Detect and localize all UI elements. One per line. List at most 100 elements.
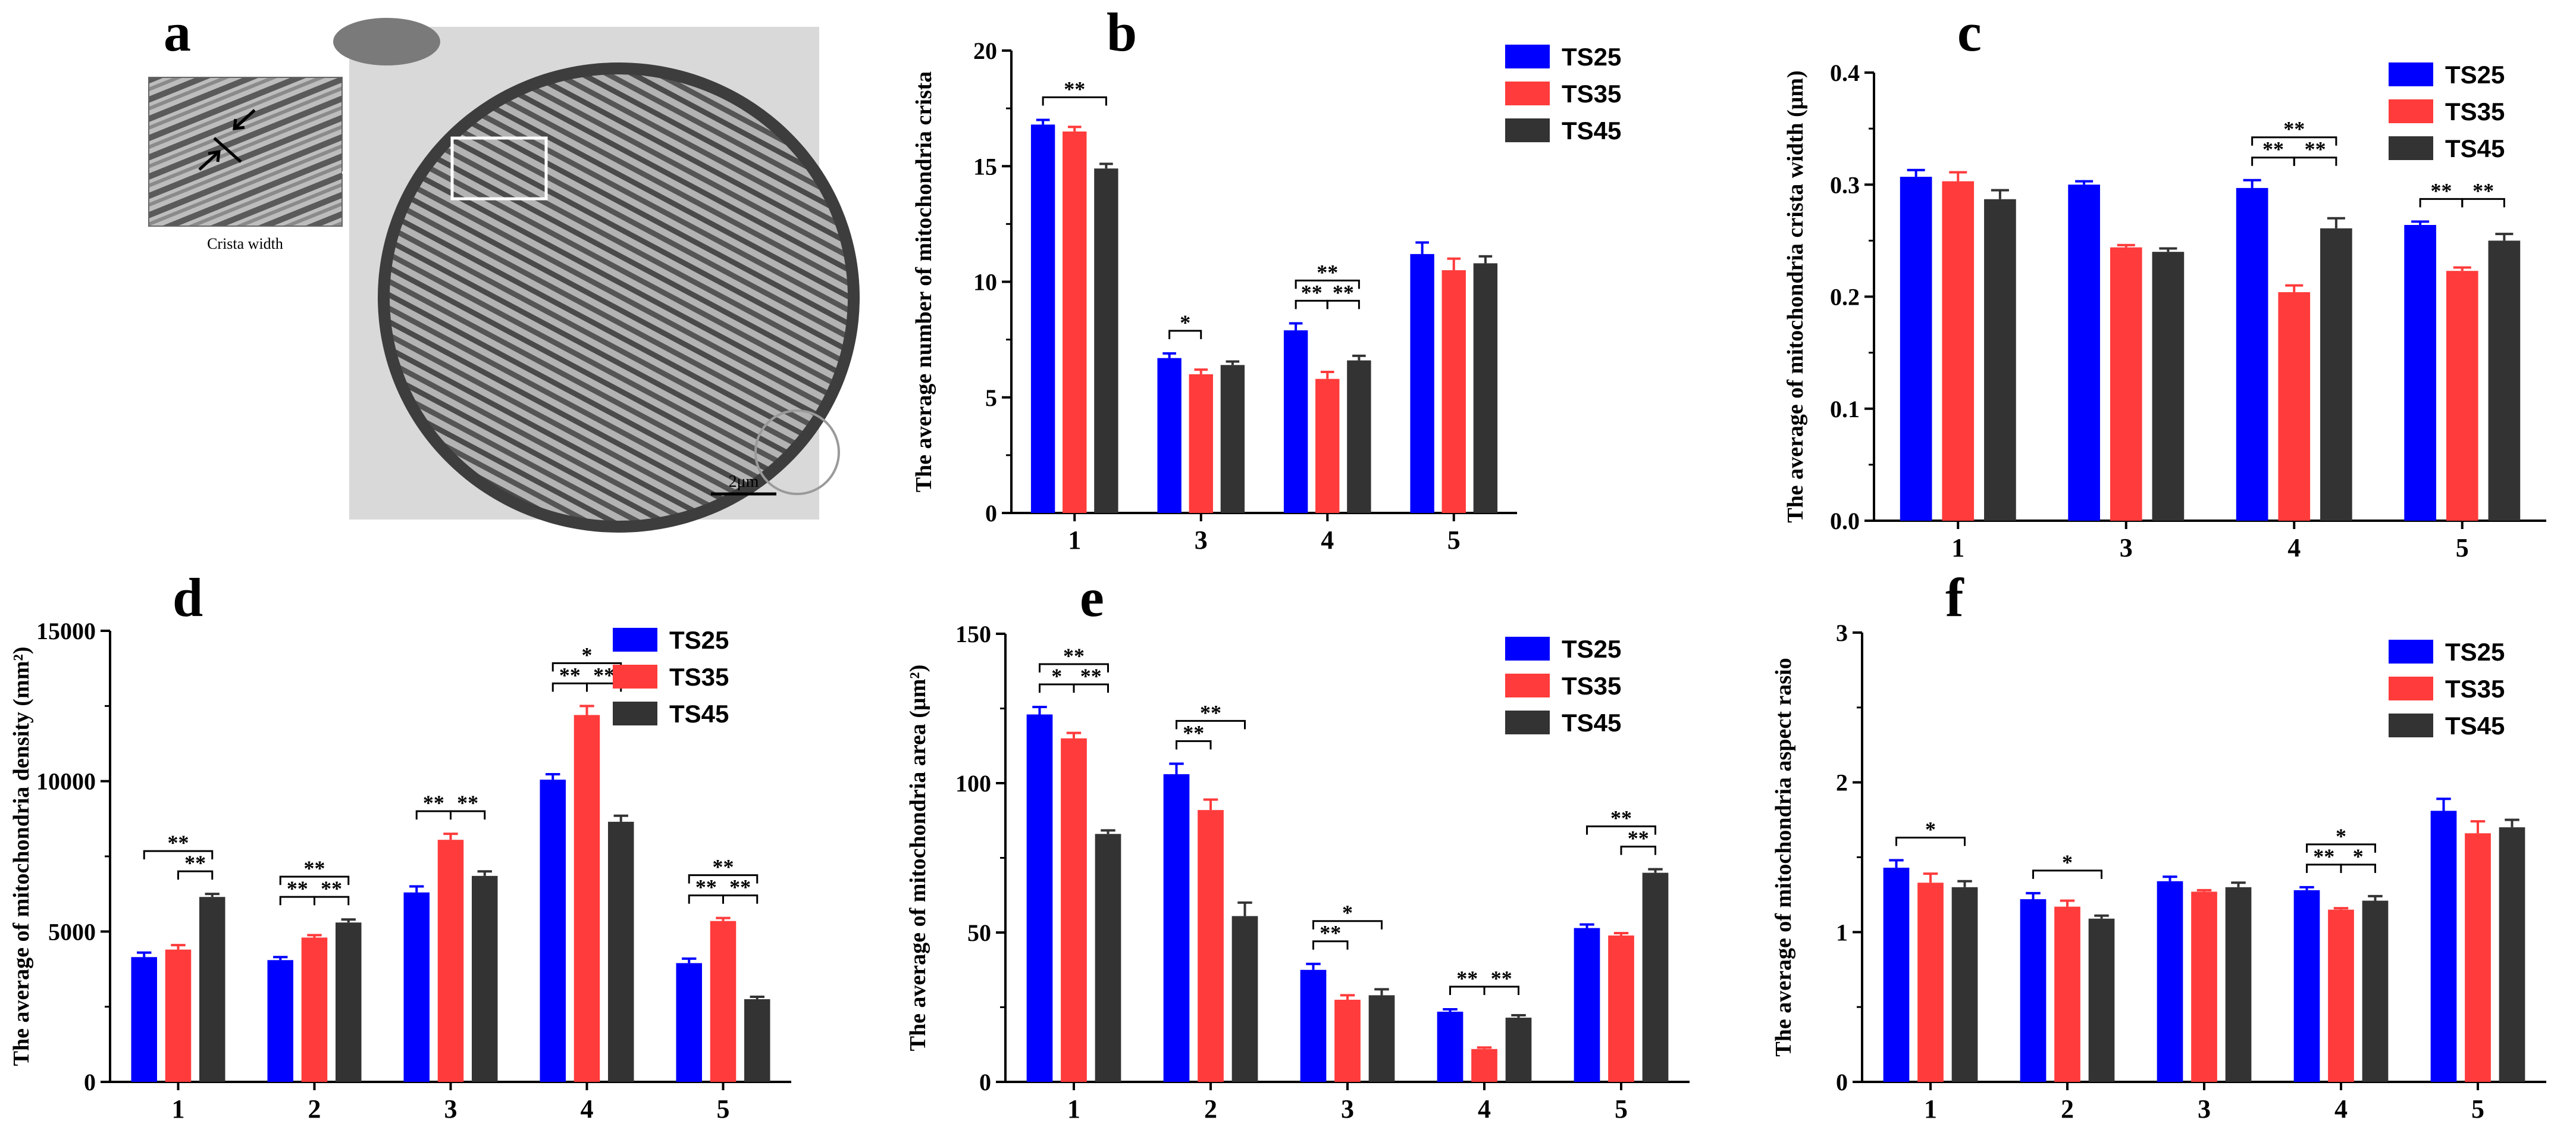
bar-ts25-2	[1163, 774, 1190, 1082]
bar-ts25-4	[540, 780, 566, 1082]
bar-ts35-4	[1471, 1049, 1497, 1082]
bracket-line	[143, 850, 214, 860]
bar-ts45-1	[1951, 887, 1978, 1082]
legend-swatch-ts45	[613, 702, 657, 725]
y-tick-label: 0.1	[1830, 396, 1860, 423]
bar-ts45-4	[607, 821, 634, 1082]
bracket-line	[279, 875, 350, 886]
panel-label-a: a	[164, 2, 191, 62]
y-tick-label: 20	[973, 37, 997, 64]
legend-label-ts25: TS25	[2445, 61, 2505, 89]
x-tick-label: 2	[1204, 1094, 1217, 1124]
y-axis-label: The average number of mitochondria crist…	[911, 71, 936, 493]
y-tick-label: 0.4	[1830, 60, 1860, 86]
y-tick-label: 5000	[48, 918, 96, 945]
significance-bracket: **	[1295, 280, 1328, 309]
legend-swatch-ts35	[2389, 677, 2433, 700]
y-tick-label: 0	[985, 500, 997, 527]
bar-ts45-1	[1095, 834, 1121, 1082]
crista-width-arrows-icon	[198, 109, 256, 171]
mitochondrion-cristae	[390, 74, 848, 521]
significance-label: *	[1180, 311, 1190, 334]
bar-ts35-1	[165, 949, 192, 1082]
significance-bracket: **	[279, 877, 315, 906]
y-tick-label: 5	[985, 384, 997, 411]
legend-swatch-ts25	[2389, 640, 2433, 664]
significance-label: *	[2336, 824, 2346, 848]
significance-bracket: **	[1449, 966, 1486, 996]
x-tick-label: 1	[172, 1094, 185, 1124]
x-tick-label: 3	[1341, 1094, 1354, 1124]
x-tick-label: 5	[2471, 1094, 2484, 1124]
bracket-line	[177, 870, 214, 880]
bar-ts35-2	[1198, 810, 1224, 1082]
bar-ts35-1	[1942, 181, 1975, 521]
bar-ts45-5	[2488, 240, 2521, 521]
scale-bar-label: 2μm	[729, 473, 759, 491]
legend-swatch-ts35	[613, 665, 657, 689]
significance-label: **	[1200, 700, 1221, 724]
bracket-line	[1312, 920, 1383, 930]
micrograph-panel: a Crista width 2μm	[148, 2, 860, 533]
significance-label: **	[184, 851, 206, 875]
x-tick-label: 3	[2198, 1094, 2211, 1124]
bar-ts45-3	[2225, 887, 2252, 1082]
bar-ts45-2	[335, 922, 362, 1082]
y-tick-label: 0	[84, 1069, 96, 1096]
legend-swatch-ts45	[1505, 711, 1550, 734]
significance-bracket: *	[1895, 818, 1966, 846]
bar-ts45-3	[1220, 365, 1245, 513]
y-tick-label: 0	[979, 1069, 991, 1096]
legend-label-ts35: TS35	[1562, 672, 1621, 700]
significance-bracket: **	[415, 791, 452, 820]
bar-ts35-5	[710, 921, 737, 1082]
significance-label: **	[287, 877, 308, 900]
significance-label: *	[1051, 664, 1062, 688]
bracket-line	[1312, 940, 1349, 950]
significance-label: *	[2353, 844, 2364, 868]
significance-bracket: **	[1483, 966, 1519, 996]
bar-ts45-1	[1094, 168, 1118, 513]
significance-label: **	[321, 877, 342, 900]
x-tick-label: 5	[2456, 533, 2469, 562]
significance-label: **	[2430, 179, 2452, 202]
legend-swatch-ts25	[1505, 637, 1550, 661]
significance-bracket: *	[2032, 850, 2102, 879]
significance-bracket: **	[688, 855, 759, 884]
significance-label: **	[713, 855, 734, 879]
significance-label: **	[1333, 280, 1354, 304]
legend-label-ts25: TS25	[1562, 43, 1621, 71]
bar-ts35-2	[2054, 906, 2080, 1082]
legend: TS25 TS35 TS45	[2389, 638, 2505, 740]
significance-label: **	[1301, 280, 1323, 304]
significance-bracket: **	[143, 831, 214, 860]
legend-label-ts45: TS45	[1562, 117, 1621, 145]
bracket-line	[2340, 863, 2376, 873]
bar-ts45-4	[2362, 900, 2389, 1082]
bar-ts35-3	[2191, 891, 2217, 1082]
significance-bracket: **	[2419, 179, 2464, 208]
y-tick-label: 100	[955, 770, 991, 797]
bar-ts45-5	[2499, 827, 2525, 1082]
bar-ts25-3	[1157, 358, 1182, 513]
chart-panel-e: e 0 50 100 150 The average of mitochondria ar…	[905, 567, 1690, 1124]
significance-bracket: **	[1176, 721, 1212, 750]
x-tick-label: 3	[444, 1094, 457, 1124]
bracket-line	[314, 896, 350, 906]
bar-ts25-1	[131, 957, 158, 1082]
significance-bracket: **	[1312, 921, 1349, 950]
y-tick-label: 0.3	[1830, 171, 1860, 198]
significance-bracket: **	[1620, 827, 1656, 855]
adjacent-vesicle	[754, 409, 840, 495]
x-tick-label: 1	[1924, 1094, 1937, 1124]
significance-bracket: *	[1168, 311, 1202, 339]
bracket-line	[2461, 198, 2505, 208]
significance-label: *	[582, 643, 593, 667]
legend-label-ts35: TS35	[2445, 675, 2505, 703]
significance-label: **	[423, 791, 444, 815]
y-tick-label: 1	[1836, 919, 1848, 946]
crista-inset-image	[148, 77, 343, 227]
panel-label-e: e	[1080, 567, 1104, 628]
bar-ts25-5	[2430, 811, 2457, 1082]
